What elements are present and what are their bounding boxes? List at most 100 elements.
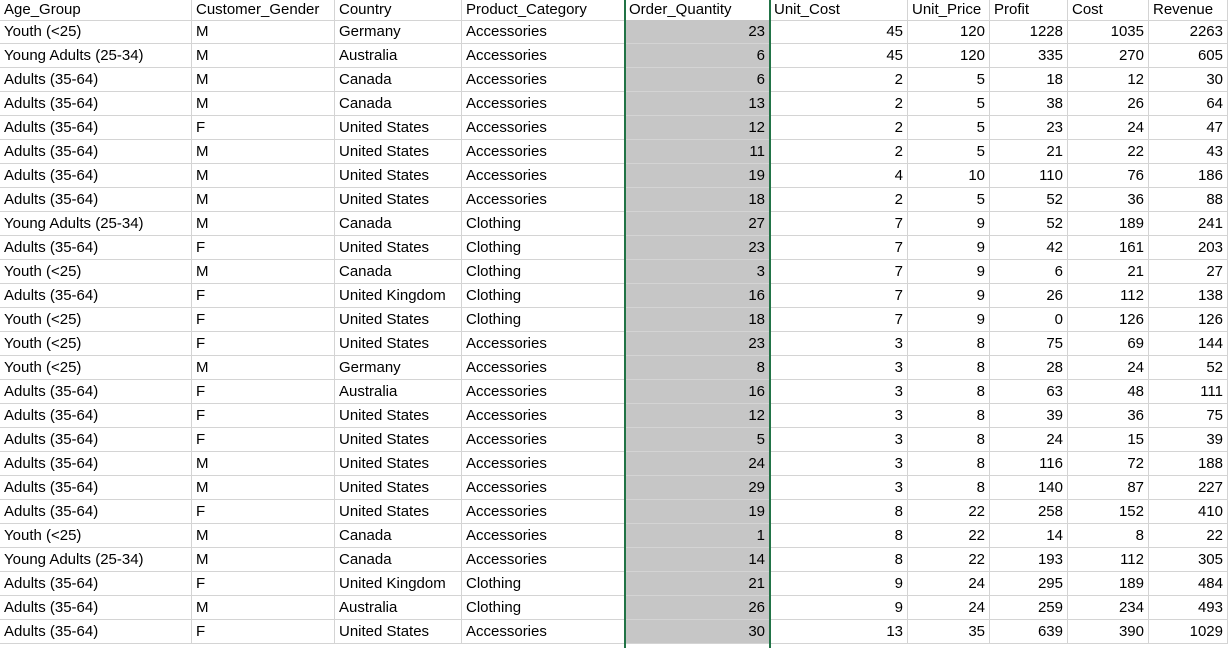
table-cell[interactable]: 2263 xyxy=(1149,20,1228,44)
table-cell[interactable]: Accessories xyxy=(462,44,625,68)
table-cell[interactable]: United States xyxy=(335,620,462,644)
table-cell[interactable]: Adults (35-64) xyxy=(0,428,192,452)
table-cell[interactable]: Clothing xyxy=(462,572,625,596)
table-cell[interactable]: 4 xyxy=(770,164,908,188)
table-cell[interactable]: M xyxy=(192,44,335,68)
table-cell[interactable]: United States xyxy=(335,236,462,260)
table-cell[interactable]: 36 xyxy=(1068,404,1149,428)
table-cell[interactable]: 14 xyxy=(625,548,770,572)
table-cell[interactable]: 188 xyxy=(1149,452,1228,476)
table-cell[interactable]: M xyxy=(192,260,335,284)
table-cell[interactable]: 22 xyxy=(1068,140,1149,164)
table-cell[interactable]: 13 xyxy=(770,620,908,644)
table-cell[interactable]: Accessories xyxy=(462,404,625,428)
table-cell[interactable]: 5 xyxy=(908,68,990,92)
table-cell[interactable]: Clothing xyxy=(462,308,625,332)
table-cell[interactable]: 12 xyxy=(625,404,770,428)
column-header-cell[interactable]: Customer_Gender xyxy=(192,0,335,21)
table-cell[interactable]: 5 xyxy=(908,188,990,212)
table-cell[interactable]: Canada xyxy=(335,68,462,92)
table-cell[interactable]: 605 xyxy=(1149,44,1228,68)
table-cell[interactable]: Accessories xyxy=(462,116,625,140)
table-cell[interactable]: Accessories xyxy=(462,68,625,92)
table-cell[interactable]: 47 xyxy=(1149,116,1228,140)
table-cell[interactable]: Clothing xyxy=(462,284,625,308)
table-cell[interactable]: M xyxy=(192,140,335,164)
table-cell[interactable]: Adults (35-64) xyxy=(0,476,192,500)
table-cell[interactable]: 9 xyxy=(770,572,908,596)
table-cell[interactable]: 8 xyxy=(770,548,908,572)
table-cell[interactable]: 8 xyxy=(908,356,990,380)
table-cell[interactable]: Accessories xyxy=(462,164,625,188)
table-cell[interactable]: Adults (35-64) xyxy=(0,236,192,260)
table-cell[interactable]: M xyxy=(192,92,335,116)
table-cell[interactable]: 35 xyxy=(908,620,990,644)
table-cell[interactable]: 8 xyxy=(908,332,990,356)
table-cell[interactable]: 30 xyxy=(1149,68,1228,92)
table-cell[interactable]: 410 xyxy=(1149,500,1228,524)
table-cell[interactable]: Germany xyxy=(335,356,462,380)
table-cell[interactable]: Accessories xyxy=(462,356,625,380)
table-cell[interactable]: 16 xyxy=(625,380,770,404)
table-cell[interactable]: F xyxy=(192,428,335,452)
table-cell[interactable]: 19 xyxy=(625,164,770,188)
table-cell[interactable]: 270 xyxy=(1068,44,1149,68)
table-cell[interactable]: 305 xyxy=(1149,548,1228,572)
table-cell[interactable]: Australia xyxy=(335,596,462,620)
column-header-cell[interactable]: Product_Category xyxy=(462,0,625,21)
table-cell[interactable]: Clothing xyxy=(462,596,625,620)
table-cell[interactable]: 8 xyxy=(770,500,908,524)
table-cell[interactable]: 189 xyxy=(1068,212,1149,236)
table-cell[interactable]: 3 xyxy=(770,452,908,476)
table-cell[interactable]: 18 xyxy=(625,308,770,332)
table-cell[interactable]: 152 xyxy=(1068,500,1149,524)
column-header-cell[interactable]: Country xyxy=(335,0,462,21)
table-cell[interactable]: United States xyxy=(335,140,462,164)
table-cell[interactable]: Accessories xyxy=(462,92,625,116)
table-cell[interactable]: 8 xyxy=(908,452,990,476)
table-cell[interactable]: 116 xyxy=(990,452,1068,476)
table-cell[interactable]: Accessories xyxy=(462,380,625,404)
table-cell[interactable]: 3 xyxy=(770,476,908,500)
table-cell[interactable]: 88 xyxy=(1149,188,1228,212)
table-cell[interactable]: Youth (<25) xyxy=(0,332,192,356)
table-cell[interactable]: 2 xyxy=(770,188,908,212)
table-cell[interactable]: 39 xyxy=(990,404,1068,428)
table-cell[interactable]: F xyxy=(192,284,335,308)
table-cell[interactable]: 484 xyxy=(1149,572,1228,596)
table-cell[interactable]: 87 xyxy=(1068,476,1149,500)
table-cell[interactable]: 12 xyxy=(1068,68,1149,92)
table-cell[interactable]: Accessories xyxy=(462,188,625,212)
table-cell[interactable]: 8 xyxy=(770,524,908,548)
table-cell[interactable]: 22 xyxy=(1149,524,1228,548)
table-cell[interactable]: United Kingdom xyxy=(335,572,462,596)
table-cell[interactable]: 8 xyxy=(908,476,990,500)
table-cell[interactable]: Adults (35-64) xyxy=(0,92,192,116)
table-cell[interactable]: 27 xyxy=(625,212,770,236)
table-cell[interactable]: United States xyxy=(335,404,462,428)
table-cell[interactable]: 2 xyxy=(770,92,908,116)
table-cell[interactable]: Canada xyxy=(335,92,462,116)
table-cell[interactable]: 18 xyxy=(990,68,1068,92)
table-cell[interactable]: 24 xyxy=(1068,116,1149,140)
table-cell[interactable]: 30 xyxy=(625,620,770,644)
column-header-cell[interactable]: Unit_Price xyxy=(908,0,990,21)
table-cell[interactable]: Adults (35-64) xyxy=(0,68,192,92)
table-cell[interactable]: 8 xyxy=(908,404,990,428)
table-cell[interactable]: Germany xyxy=(335,20,462,44)
table-cell[interactable]: 186 xyxy=(1149,164,1228,188)
table-cell[interactable]: 52 xyxy=(990,188,1068,212)
table-cell[interactable]: Adults (35-64) xyxy=(0,596,192,620)
table-cell[interactable]: 26 xyxy=(1068,92,1149,116)
table-cell[interactable]: 2 xyxy=(770,68,908,92)
table-cell[interactable]: United States xyxy=(335,500,462,524)
table-cell[interactable]: 23 xyxy=(625,236,770,260)
table-cell[interactable]: Youth (<25) xyxy=(0,308,192,332)
table-cell[interactable]: 9 xyxy=(908,308,990,332)
table-cell[interactable]: 28 xyxy=(990,356,1068,380)
table-cell[interactable]: Youth (<25) xyxy=(0,20,192,44)
table-cell[interactable]: 8 xyxy=(1068,524,1149,548)
table-cell[interactable]: M xyxy=(192,188,335,212)
table-cell[interactable]: F xyxy=(192,332,335,356)
table-cell[interactable]: 22 xyxy=(908,548,990,572)
